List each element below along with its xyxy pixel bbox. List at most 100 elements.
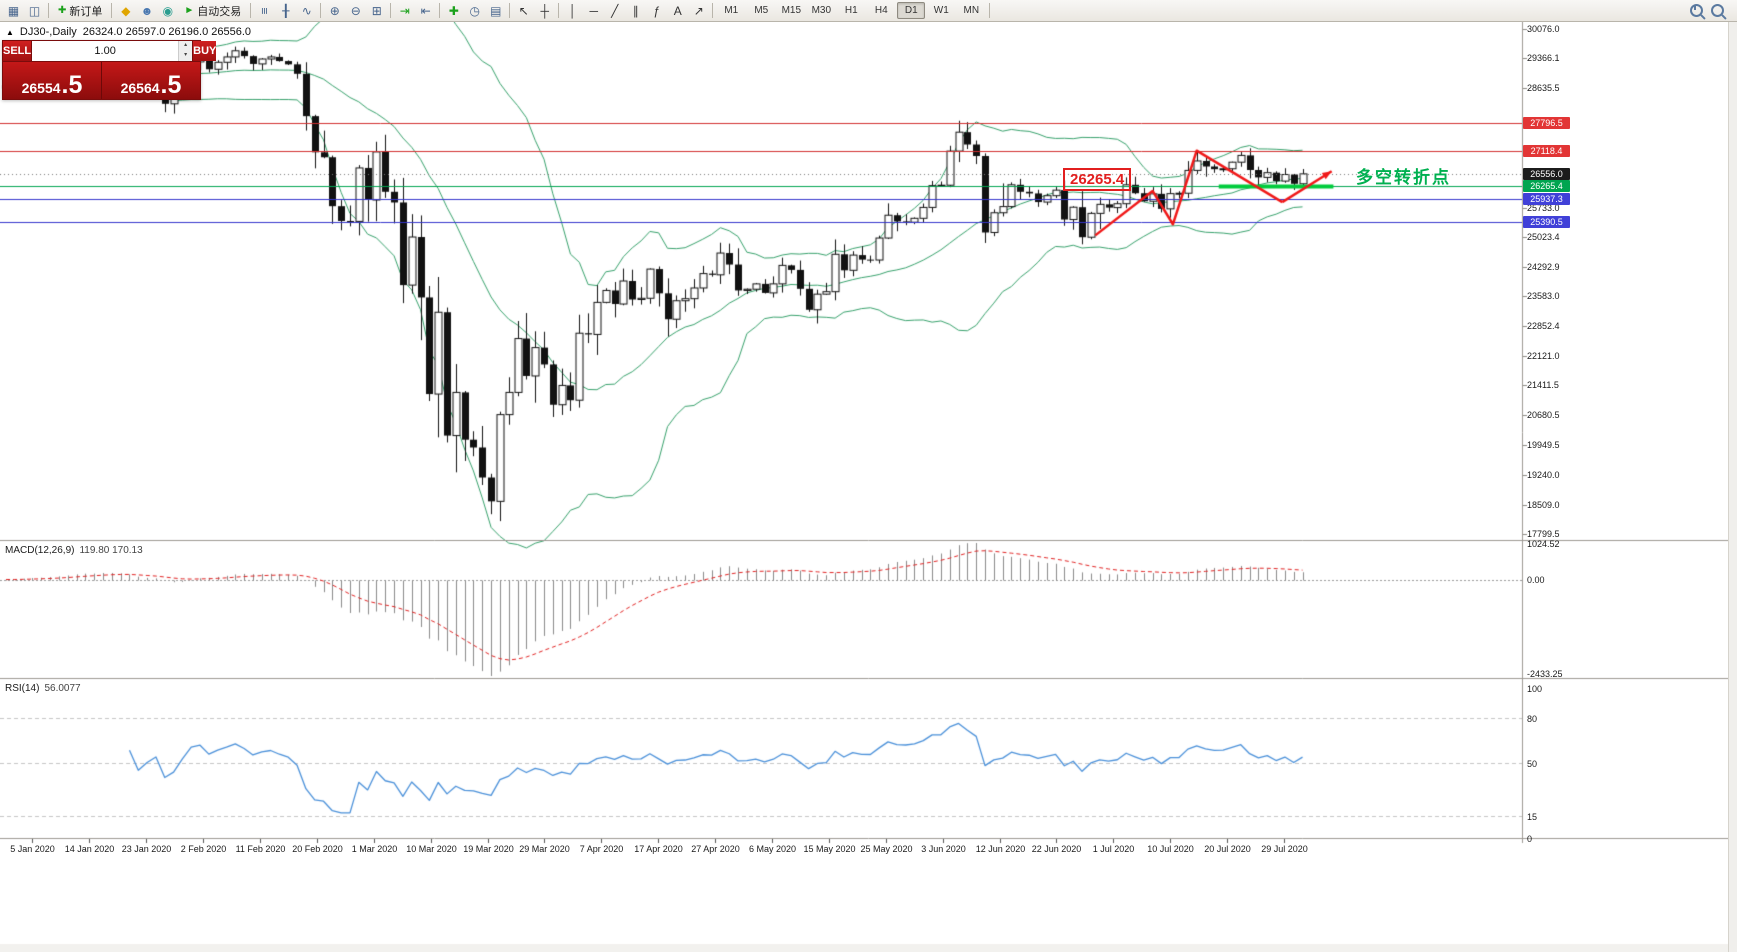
metaeditor-icon[interactable]: ◆ bbox=[121, 3, 131, 18]
text-icon[interactable]: A bbox=[673, 3, 682, 18]
volume-spin: ▴ ▾ bbox=[178, 41, 193, 61]
rsi-indicator-label: RSI(14) 56.0077 bbox=[5, 683, 81, 694]
price-axis-label: 21411.5 bbox=[1527, 380, 1559, 391]
zoom-in-icon[interactable]: ⊕ bbox=[329, 3, 340, 18]
toolbar-separator bbox=[111, 3, 113, 18]
timeframe-h4-button[interactable]: H4 bbox=[874, 5, 888, 16]
fibonacci-icon[interactable]: ƒ bbox=[653, 3, 661, 18]
rsi-name: RSI(14) bbox=[5, 683, 40, 694]
tile-windows-icon[interactable]: ◫ bbox=[28, 3, 41, 18]
price-axis-label: 17799.5 bbox=[1527, 528, 1560, 539]
line-chart-icon[interactable]: ∿ bbox=[301, 3, 312, 18]
crosshair-icon[interactable]: ┼ bbox=[540, 3, 550, 18]
timeframe-h1-button[interactable]: H1 bbox=[844, 5, 858, 16]
date-axis-label: 6 May 2020 bbox=[748, 844, 797, 854]
date-axis-label: 1 Jul 2020 bbox=[1092, 844, 1135, 854]
auto-scroll-icon[interactable]: ⇥ bbox=[399, 3, 410, 18]
chart-window: ▲ DJ30-,Daily 26324.0 26597.0 26196.0 26… bbox=[0, 22, 1737, 952]
volume-up-icon[interactable]: ▴ bbox=[179, 41, 193, 51]
buy-price[interactable]: 26564.5 bbox=[102, 62, 200, 99]
date-axis-label: 3 Jun 2020 bbox=[921, 844, 966, 854]
autotrading-button[interactable]: ► 自动交易 bbox=[178, 2, 247, 20]
toolbar-buttons: ▦ ◫ ✚ 新订单 ◆ ☻ ◉ ► 自动交易 ≡ ╂ ∿ ⊕ ⊖ ⊞ ⇥ ⇤ ✚ ◷ ▤ ↖ ┼ │ ─ ╱ ∥ ƒ A ↗ M1 M5 M1… bbox=[3, 0, 993, 22]
new-chart-icon[interactable]: ▦ bbox=[7, 3, 20, 18]
tile-grid-icon[interactable]: ⊞ bbox=[371, 3, 382, 18]
price-chart-canvas[interactable] bbox=[0, 22, 1737, 952]
channel-icon[interactable]: ∥ bbox=[632, 3, 639, 18]
price-axis-label: 19949.5 bbox=[1527, 440, 1560, 451]
rsi-axis-label: 80 bbox=[1527, 714, 1538, 724]
community-icon[interactable]: ◉ bbox=[162, 3, 174, 18]
toolbar: ▦ ◫ ✚ 新订单 ◆ ☻ ◉ ► 自动交易 ≡ ╂ ∿ ⊕ ⊖ ⊞ ⇥ ⇤ ✚ ◷ ▤ ↖ ┼ │ ─ ╱ ∥ ƒ A ↗ M1 M5 M1… bbox=[0, 0, 1737, 22]
chart-shift-icon[interactable]: ⇤ bbox=[420, 3, 431, 18]
date-axis-label: 2 Feb 2020 bbox=[180, 844, 227, 854]
date-axis-label: 17 Apr 2020 bbox=[634, 844, 683, 854]
price-axis-label: 30076.0 bbox=[1527, 24, 1560, 35]
toolbar-right bbox=[1690, 4, 1734, 17]
candlestick-chart-icon[interactable]: ╂ bbox=[282, 3, 290, 18]
autotrading-button-label: 自动交易 bbox=[197, 5, 242, 18]
new-order-button[interactable]: ✚ 新订单 bbox=[52, 2, 108, 20]
sell-button[interactable]: SELL bbox=[3, 41, 32, 61]
one-click-trading-panel: SELL ▴ ▾ BUY 26554.5 26564.5 bbox=[2, 40, 217, 100]
rsi-axis-label: 100 bbox=[1527, 684, 1543, 694]
profile-icon[interactable]: ☻ bbox=[140, 3, 154, 18]
vertical-line-icon[interactable]: │ bbox=[569, 3, 577, 18]
date-axis-label: 12 Jun 2020 bbox=[975, 844, 1026, 854]
date-axis-label: 29 Jul 2020 bbox=[1261, 844, 1308, 854]
arrows-icon[interactable]: ↗ bbox=[693, 3, 704, 18]
timeframe-w1-button[interactable]: W1 bbox=[933, 5, 949, 16]
rsi-axis-label: 15 bbox=[1527, 811, 1538, 822]
price-axis-label: 28635.5 bbox=[1527, 83, 1560, 94]
date-axis-label: 7 Apr 2020 bbox=[579, 844, 624, 854]
collapse-triangle-icon[interactable]: ▲ bbox=[6, 27, 14, 37]
timeframe-m1-button[interactable]: M1 bbox=[724, 5, 739, 16]
price-line-badge: 25390.5 bbox=[1523, 215, 1570, 228]
vertical-scrollbar[interactable] bbox=[1728, 22, 1737, 952]
sell-price-big: .5 bbox=[61, 71, 83, 99]
timeframe-mn-button[interactable]: MN bbox=[963, 5, 980, 16]
volume-input[interactable] bbox=[32, 41, 179, 61]
periods-icon[interactable]: ◷ bbox=[469, 3, 481, 18]
search-symbol-icon[interactable] bbox=[1690, 4, 1703, 17]
timeframe-d1-button[interactable]: D1 bbox=[897, 2, 926, 19]
timeframe-m30-button[interactable]: M30 bbox=[811, 5, 832, 16]
autotrading-button-icon: ► bbox=[184, 5, 195, 16]
templates-icon[interactable]: ▤ bbox=[490, 3, 502, 18]
price-axis-label: 19240.0 bbox=[1527, 469, 1560, 480]
buy-price-main: 26564 bbox=[120, 80, 160, 96]
date-axis-label: 23 Jan 2020 bbox=[121, 844, 172, 854]
sell-price[interactable]: 26554.5 bbox=[3, 62, 101, 99]
timeframe-m15-button[interactable]: M15 bbox=[781, 5, 802, 16]
date-axis-label: 10 Mar 2020 bbox=[406, 844, 457, 854]
zoom-out-icon[interactable]: ⊖ bbox=[350, 3, 361, 18]
bar-chart-icon[interactable]: ≡ bbox=[257, 6, 272, 14]
price-axis-label: 25733.0 bbox=[1527, 202, 1560, 213]
indicators-icon[interactable]: ✚ bbox=[448, 3, 459, 18]
price-line-badge: 26265.4 bbox=[1523, 179, 1570, 192]
date-axis-label: 10 Jul 2020 bbox=[1147, 844, 1194, 854]
chart-symbol-period: DJ30-,Daily bbox=[19, 26, 77, 38]
trading-panel-header: SELL ▴ ▾ BUY bbox=[3, 41, 217, 62]
date-axis-label: 25 May 2020 bbox=[860, 844, 913, 854]
macd-name: MACD(12,26,9) bbox=[5, 545, 75, 556]
trendline-icon[interactable]: ╱ bbox=[611, 3, 619, 18]
price-line-badge: 27118.4 bbox=[1523, 144, 1570, 157]
date-axis-label: 20 Jul 2020 bbox=[1204, 844, 1251, 854]
volume-down-icon[interactable]: ▾ bbox=[179, 51, 193, 61]
toolbar-separator bbox=[439, 3, 441, 18]
volume-stepper[interactable]: ▴ ▾ bbox=[31, 41, 194, 61]
date-axis-label: 11 Feb 2020 bbox=[235, 844, 286, 854]
toolbar-separator bbox=[48, 3, 49, 18]
price-axis-label: 25023.4 bbox=[1527, 231, 1560, 242]
macd-axis-label: -2433.25 bbox=[1527, 669, 1563, 679]
timeframe-m5-button[interactable]: M5 bbox=[754, 5, 769, 16]
price-level-annotation[interactable]: 26265.4 bbox=[1063, 168, 1132, 191]
buy-button[interactable]: BUY bbox=[193, 41, 217, 61]
turning-point-note[interactable]: 多空转折点 bbox=[1356, 168, 1451, 187]
macd-axis-label: 1024.52 bbox=[1527, 539, 1560, 549]
cursor-icon[interactable]: ↖ bbox=[518, 3, 529, 18]
search-icon[interactable] bbox=[1711, 4, 1724, 17]
horizontal-line-icon[interactable]: ─ bbox=[589, 3, 599, 18]
sell-price-main: 26554 bbox=[21, 80, 61, 96]
